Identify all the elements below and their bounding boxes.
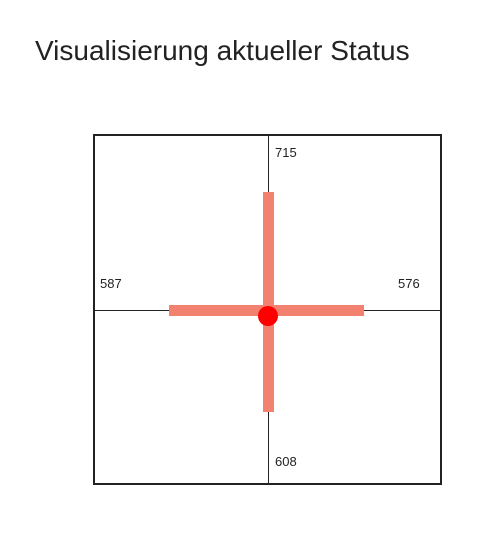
page-title: Visualisierung aktueller Status [35, 35, 410, 66]
vertical-status-bar [263, 192, 274, 412]
left-value-label: 587 [100, 276, 122, 291]
center-status-dot [258, 306, 278, 326]
right-value-label: 576 [398, 276, 420, 291]
bottom-value-label: 608 [275, 454, 297, 469]
status-visualization-panel: 715 608 587 576 [93, 134, 442, 485]
top-value-label: 715 [275, 145, 297, 160]
